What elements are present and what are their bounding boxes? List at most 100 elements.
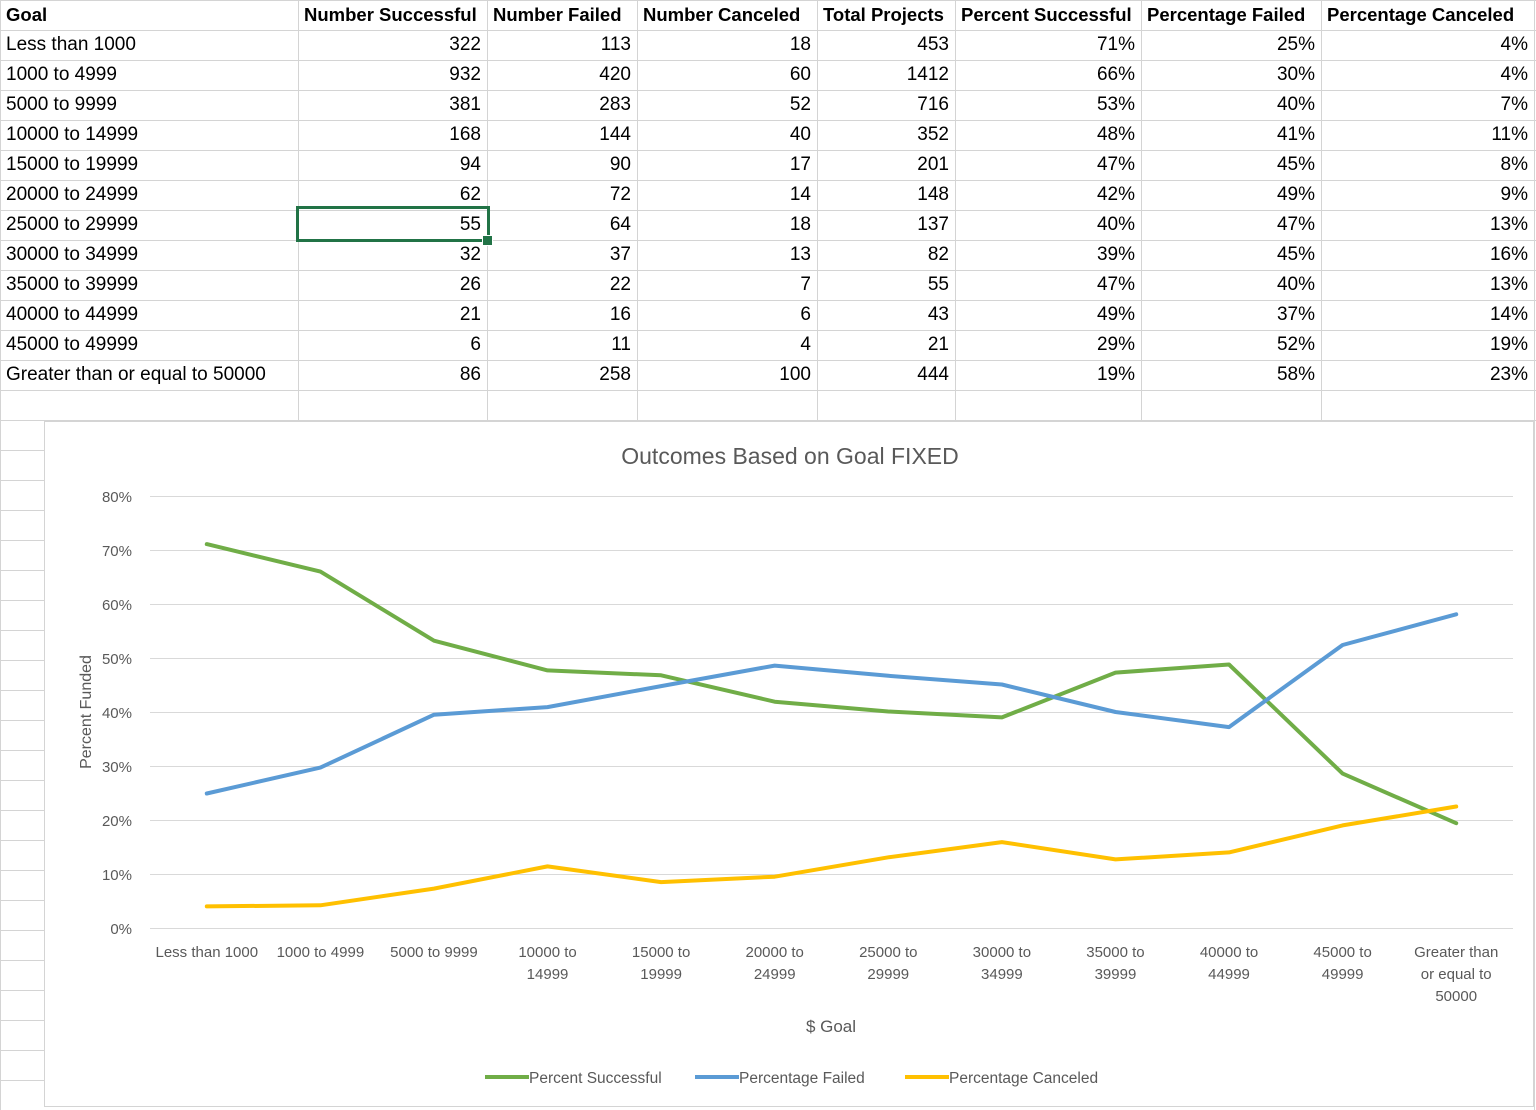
data-cell[interactable]: 72 bbox=[609, 184, 631, 205]
data-cell[interactable]: 25% bbox=[1276, 34, 1315, 55]
data-cell[interactable]: 16 bbox=[609, 304, 631, 325]
data-cell[interactable]: 4% bbox=[1500, 34, 1528, 55]
row-label-cell[interactable]: 1000 to 4999 bbox=[6, 64, 117, 85]
data-cell[interactable]: 100 bbox=[779, 364, 811, 385]
data-cell[interactable]: 47% bbox=[1096, 154, 1135, 175]
data-cell[interactable]: 19% bbox=[1489, 334, 1528, 355]
data-cell[interactable]: 381 bbox=[449, 94, 481, 115]
data-cell[interactable]: 26 bbox=[459, 274, 481, 295]
data-cell[interactable]: 55 bbox=[459, 214, 481, 235]
data-cell[interactable]: 43 bbox=[927, 304, 949, 325]
data-cell[interactable]: 13% bbox=[1489, 214, 1528, 235]
header-cell[interactable]: Percent Successful bbox=[961, 4, 1132, 25]
row-label-cell[interactable]: 30000 to 34999 bbox=[6, 244, 139, 265]
header-cell[interactable]: Number Failed bbox=[493, 4, 622, 25]
data-cell[interactable]: 144 bbox=[599, 124, 631, 145]
data-cell[interactable]: 453 bbox=[917, 34, 949, 55]
data-cell[interactable]: 13 bbox=[789, 244, 811, 265]
row-label-cell[interactable]: 10000 to 14999 bbox=[6, 124, 139, 145]
data-cell[interactable]: 29% bbox=[1096, 334, 1135, 355]
data-cell[interactable]: 932 bbox=[449, 64, 481, 85]
data-cell[interactable]: 23% bbox=[1489, 364, 1528, 385]
row-label-cell[interactable]: 40000 to 44999 bbox=[6, 304, 139, 325]
data-cell[interactable]: 30% bbox=[1276, 64, 1315, 85]
data-cell[interactable]: 86 bbox=[459, 364, 481, 385]
header-cell[interactable]: Total Projects bbox=[823, 4, 944, 25]
data-cell[interactable]: 42% bbox=[1096, 184, 1135, 205]
data-cell[interactable]: 9% bbox=[1500, 184, 1528, 205]
row-label-cell[interactable]: Less than 1000 bbox=[6, 34, 136, 55]
active-cell-selection[interactable] bbox=[296, 206, 490, 242]
data-cell[interactable]: 113 bbox=[600, 34, 631, 55]
data-cell[interactable]: 66% bbox=[1096, 64, 1135, 85]
data-cell[interactable]: 40% bbox=[1096, 214, 1135, 235]
row-label-cell[interactable]: Greater than or equal to 50000 bbox=[6, 364, 266, 385]
header-cell[interactable]: Percentage Failed bbox=[1147, 4, 1306, 25]
data-cell[interactable]: 21 bbox=[459, 304, 481, 325]
data-cell[interactable]: 11% bbox=[1491, 124, 1528, 145]
data-cell[interactable]: 37 bbox=[609, 244, 631, 265]
data-cell[interactable]: 420 bbox=[599, 64, 631, 85]
data-cell[interactable]: 71% bbox=[1096, 34, 1135, 55]
data-cell[interactable]: 18 bbox=[789, 214, 811, 235]
data-cell[interactable]: 41% bbox=[1276, 124, 1315, 145]
data-cell[interactable]: 22 bbox=[609, 274, 631, 295]
data-cell[interactable]: 60 bbox=[789, 64, 811, 85]
data-cell[interactable]: 201 bbox=[917, 154, 949, 175]
data-cell[interactable]: 37% bbox=[1276, 304, 1315, 325]
row-label-cell[interactable]: 35000 to 39999 bbox=[6, 274, 139, 295]
row-label-cell[interactable]: 20000 to 24999 bbox=[6, 184, 139, 205]
data-cell[interactable]: 4% bbox=[1500, 64, 1528, 85]
data-cell[interactable]: 352 bbox=[917, 124, 949, 145]
data-cell[interactable]: 39% bbox=[1096, 244, 1135, 265]
data-cell[interactable]: 6 bbox=[470, 334, 481, 355]
data-cell[interactable]: 55 bbox=[927, 274, 949, 295]
header-cell[interactable]: Number Canceled bbox=[643, 4, 801, 25]
data-cell[interactable]: 45% bbox=[1276, 154, 1315, 175]
data-cell[interactable]: 47% bbox=[1096, 274, 1135, 295]
fill-handle[interactable] bbox=[482, 235, 493, 246]
data-cell[interactable]: 1412 bbox=[906, 64, 949, 85]
data-cell[interactable]: 322 bbox=[449, 34, 481, 55]
line-chart[interactable]: 0% 10% 20% 30% 40% 50% 60% 70% 80% Less than 100… bbox=[44, 421, 1534, 1107]
data-cell[interactable]: 47% bbox=[1276, 214, 1315, 235]
data-cell[interactable]: 90 bbox=[609, 154, 631, 175]
data-cell[interactable]: 13% bbox=[1489, 274, 1528, 295]
data-cell[interactable]: 40% bbox=[1276, 274, 1315, 295]
header-cell[interactable]: Percentage Canceled bbox=[1327, 4, 1515, 25]
data-cell[interactable]: 16% bbox=[1489, 244, 1528, 265]
data-cell[interactable]: 11 bbox=[611, 334, 631, 355]
data-cell[interactable]: 45% bbox=[1276, 244, 1315, 265]
data-cell[interactable]: 4 bbox=[800, 334, 811, 355]
data-cell[interactable]: 148 bbox=[917, 184, 949, 205]
data-cell[interactable]: 94 bbox=[459, 154, 481, 175]
data-cell[interactable]: 6 bbox=[800, 304, 811, 325]
data-cell[interactable]: 32 bbox=[459, 244, 481, 265]
data-cell[interactable]: 82 bbox=[927, 244, 949, 265]
data-cell[interactable]: 444 bbox=[917, 364, 949, 385]
data-cell[interactable]: 21 bbox=[927, 334, 949, 355]
row-label-cell[interactable]: 15000 to 19999 bbox=[6, 154, 139, 175]
data-cell[interactable]: 14 bbox=[789, 184, 811, 205]
data-cell[interactable]: 8% bbox=[1500, 154, 1528, 175]
data-cell[interactable]: 19% bbox=[1096, 364, 1135, 385]
data-cell[interactable]: 64 bbox=[609, 214, 631, 235]
data-cell[interactable]: 52% bbox=[1276, 334, 1315, 355]
data-cell[interactable]: 58% bbox=[1276, 364, 1315, 385]
data-cell[interactable]: 258 bbox=[599, 364, 631, 385]
data-cell[interactable]: 40% bbox=[1276, 94, 1315, 115]
row-label-cell[interactable]: 45000 to 49999 bbox=[6, 334, 139, 355]
data-cell[interactable]: 168 bbox=[449, 124, 481, 145]
header-cell[interactable]: Goal bbox=[6, 4, 48, 25]
data-cell[interactable]: 52 bbox=[789, 94, 811, 115]
data-cell[interactable]: 48% bbox=[1096, 124, 1135, 145]
data-cell[interactable]: 17 bbox=[789, 154, 811, 175]
row-label-cell[interactable]: 5000 to 9999 bbox=[6, 94, 117, 115]
data-cell[interactable]: 7 bbox=[800, 274, 811, 295]
data-cell[interactable]: 53% bbox=[1096, 94, 1135, 115]
data-cell[interactable]: 62 bbox=[459, 184, 481, 205]
data-cell[interactable]: 49% bbox=[1096, 304, 1135, 325]
data-cell[interactable]: 137 bbox=[917, 214, 949, 235]
data-cell[interactable]: 716 bbox=[917, 94, 949, 115]
data-cell[interactable]: 283 bbox=[599, 94, 631, 115]
